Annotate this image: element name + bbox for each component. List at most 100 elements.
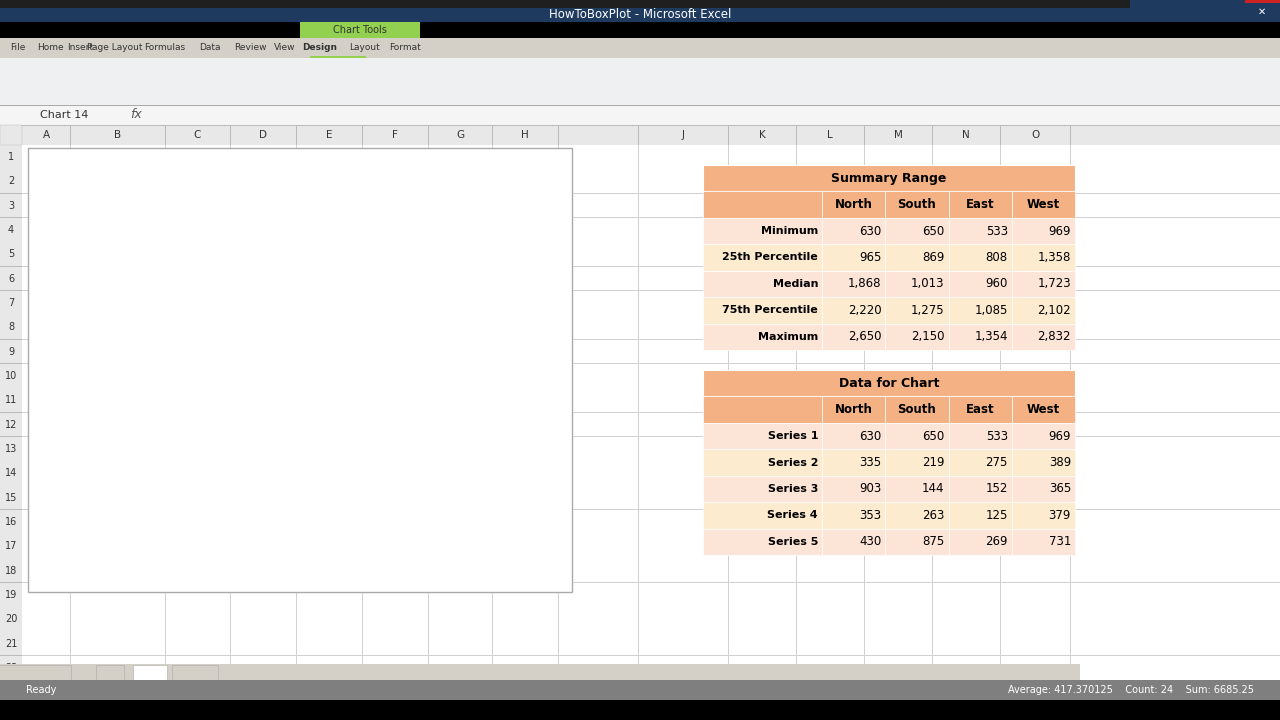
Text: 2,220: 2,220 [847, 304, 881, 317]
Text: Page Layout: Page Layout [87, 43, 143, 53]
Text: 903: 903 [859, 482, 881, 495]
Text: North: North [835, 198, 873, 211]
Text: A: A [42, 130, 50, 140]
Bar [340, 477, 404, 557]
Text: Minimum: Minimum [760, 226, 818, 236]
Text: Series 3: Series 3 [768, 484, 818, 494]
Text: Format: Format [389, 43, 421, 53]
Text: Home: Home [37, 43, 63, 53]
Text: South: South [897, 198, 936, 211]
Text: Formulas: Formulas [145, 43, 186, 53]
Bar [109, 225, 173, 277]
Text: HowToBoxPlot - Microsoft Excel: HowToBoxPlot - Microsoft Excel [549, 7, 731, 20]
Text: 875: 875 [923, 535, 945, 549]
Text: F: F [392, 130, 398, 140]
Text: 6: 6 [8, 274, 14, 284]
Text: 965: 965 [859, 251, 881, 264]
Text: 275: 275 [986, 456, 1007, 469]
Text: Chart 14: Chart 14 [40, 110, 88, 120]
Text: 2,650: 2,650 [847, 330, 881, 343]
Text: 25th Percentile: 25th Percentile [722, 253, 818, 263]
Text: O: O [1030, 130, 1039, 140]
Text: 533: 533 [986, 225, 1007, 238]
Text: Series 5: Series 5 [768, 537, 818, 546]
Text: 630: 630 [859, 430, 881, 443]
Text: 20: 20 [5, 614, 17, 624]
Bar [457, 354, 521, 412]
Text: 144: 144 [922, 482, 945, 495]
Text: E: E [325, 130, 333, 140]
Text: 21: 21 [5, 639, 17, 649]
Text: 7: 7 [8, 298, 14, 308]
Text: Data: Data [137, 686, 163, 696]
Text: 5: 5 [8, 249, 14, 259]
Bar [340, 395, 404, 413]
Text: 9: 9 [8, 347, 14, 356]
Text: 960: 960 [986, 277, 1007, 290]
Text: 969: 969 [1048, 225, 1071, 238]
Text: Data: Data [200, 43, 220, 53]
Text: 533: 533 [986, 430, 1007, 443]
Text: 335: 335 [859, 456, 881, 469]
Text: Series 2: Series 2 [768, 457, 818, 467]
Text: 125: 125 [986, 509, 1007, 522]
Text: K: K [759, 130, 765, 140]
Text: 22: 22 [5, 663, 17, 673]
Text: 263: 263 [922, 509, 945, 522]
Text: 2,102: 2,102 [1037, 304, 1071, 317]
Text: North: North [835, 403, 873, 416]
Bar [457, 243, 521, 300]
Text: ✕: ✕ [1258, 7, 1266, 17]
Text: 1,013: 1,013 [911, 277, 945, 290]
Text: 75th Percentile: 75th Percentile [722, 305, 818, 315]
Legend: Series 4, Series 3, Series 2, Series 1: Series 4, Series 3, Series 2, Series 1 [458, 226, 541, 305]
Text: C: C [193, 130, 201, 140]
Text: Review: Review [234, 43, 266, 53]
Text: 650: 650 [923, 430, 945, 443]
Text: 650: 650 [923, 225, 945, 238]
Text: Introduction: Introduction [0, 686, 60, 696]
Text: 2: 2 [8, 176, 14, 186]
Text: J: J [681, 130, 685, 140]
Text: 14: 14 [5, 468, 17, 478]
Text: 969: 969 [1048, 430, 1071, 443]
Text: 1,085: 1,085 [974, 304, 1007, 317]
Text: Series 4: Series 4 [768, 510, 818, 521]
Text: L: L [827, 130, 833, 140]
Bar [225, 460, 289, 557]
Text: Ready: Ready [26, 685, 56, 695]
Bar [225, 366, 289, 405]
Text: 12: 12 [5, 420, 17, 430]
Bar [225, 427, 289, 460]
Text: 2,150: 2,150 [911, 330, 945, 343]
Text: 731: 731 [1048, 535, 1071, 549]
Bar [340, 436, 404, 477]
Text: 869: 869 [922, 251, 945, 264]
Text: East: East [966, 403, 995, 416]
Text: South: South [897, 403, 936, 416]
Text: 269: 269 [986, 535, 1007, 549]
Text: 1,275: 1,275 [911, 304, 945, 317]
Text: 10: 10 [5, 371, 17, 381]
Text: 16: 16 [5, 517, 17, 527]
Text: 17: 17 [5, 541, 17, 552]
Text: 2,832: 2,832 [1038, 330, 1071, 343]
Text: Maximum: Maximum [758, 332, 818, 342]
Text: Layout: Layout [349, 43, 380, 53]
Text: 389: 389 [1048, 456, 1071, 469]
Text: Sheet2: Sheet2 [178, 686, 212, 696]
Text: File: File [10, 43, 26, 53]
Bar [109, 277, 173, 413]
Text: Insert: Insert [67, 43, 93, 53]
Text: M: M [893, 130, 902, 140]
Text: 430: 430 [859, 535, 881, 549]
Text: 219: 219 [922, 456, 945, 469]
Text: N: N [963, 130, 970, 140]
Text: View: View [274, 43, 296, 53]
Text: 1,358: 1,358 [1038, 251, 1071, 264]
Text: 1,354: 1,354 [974, 330, 1007, 343]
Text: 152: 152 [986, 482, 1007, 495]
Text: 8: 8 [8, 323, 14, 333]
Text: 15: 15 [5, 492, 17, 503]
Text: West: West [1027, 403, 1060, 416]
